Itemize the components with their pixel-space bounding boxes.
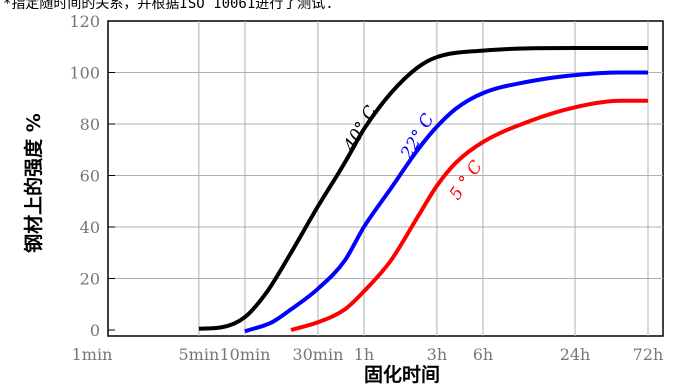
series-group (198, 45, 648, 334)
x-tick-label: 24h (560, 345, 591, 364)
y-axis: 0 20 40 60 80 100 120 (69, 12, 115, 340)
y-tick-label: 100 (69, 64, 100, 83)
y-tick-label: 40 (80, 218, 100, 237)
x-tick-label: 1min (72, 345, 113, 364)
x-tick-label: 3h (427, 345, 447, 364)
y-axis-title: 钢材上的强度 % (22, 113, 45, 253)
plot-area (107, 20, 664, 337)
series-line (290, 98, 648, 332)
x-tick-label: 10min (219, 345, 270, 364)
x-axis: 1min 5min 10min 30min 1h 3h 6h 24h 72h (72, 345, 664, 364)
series-line (244, 70, 648, 334)
series-line (198, 45, 648, 331)
x-axis-title: 固化时间 (364, 363, 440, 386)
y-tick-label: 20 (80, 270, 100, 289)
y-tick-label: 0 (90, 321, 100, 340)
x-tick-label: 72h (633, 345, 664, 364)
y-tick-label: 60 (80, 167, 100, 186)
x-tick-label: 1h (354, 345, 374, 364)
y-tick-label: 120 (69, 12, 100, 31)
y-tick-label: 80 (80, 115, 100, 134)
chart-top-note: *指定随时间的关系，并根据ISO 10061进行了测试. (3, 0, 334, 12)
x-tick-label: 5min (179, 345, 220, 364)
x-tick-label: 6h (473, 345, 493, 364)
x-tick-label: 30min (292, 345, 343, 364)
